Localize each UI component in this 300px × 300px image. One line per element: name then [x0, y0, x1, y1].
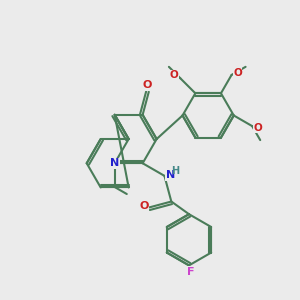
Text: O: O — [169, 70, 178, 80]
Text: O: O — [254, 122, 262, 133]
Text: O: O — [233, 68, 242, 78]
Text: H: H — [172, 166, 180, 176]
Text: F: F — [187, 267, 194, 277]
Text: N: N — [110, 158, 119, 168]
Text: O: O — [142, 80, 152, 90]
Text: N: N — [166, 170, 175, 180]
Text: O: O — [139, 201, 148, 211]
